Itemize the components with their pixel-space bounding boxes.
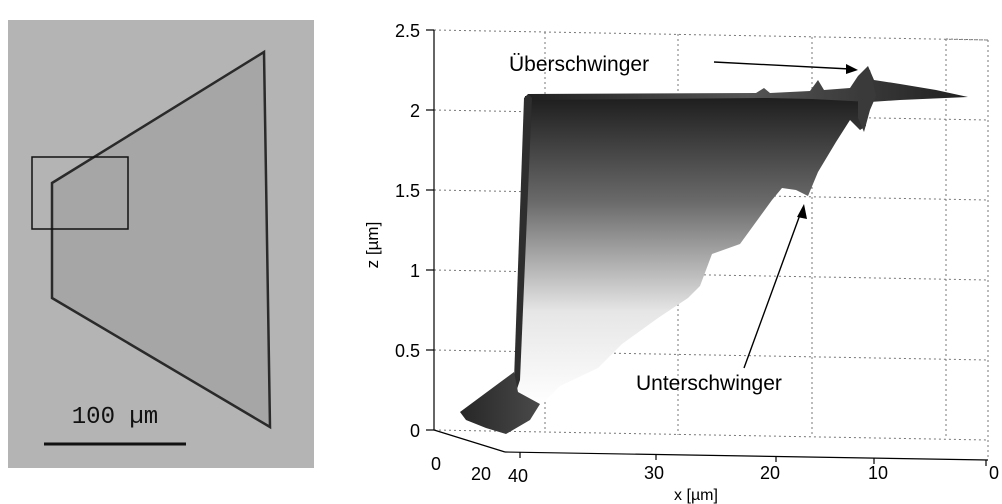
z-tick-label: 1.5 bbox=[395, 181, 420, 201]
z-tick-label: 0 bbox=[410, 421, 420, 441]
z-tick-label: 0.5 bbox=[395, 341, 420, 361]
x-tick-marks bbox=[519, 452, 987, 466]
x-tick-labels: 40 30 20 10 0 bbox=[508, 463, 999, 486]
overshoot-spike bbox=[858, 70, 876, 132]
x-tick-label: 20 bbox=[760, 463, 780, 483]
overshoot-arrow bbox=[713, 61, 851, 70]
step-front-face bbox=[514, 94, 532, 392]
undershoot-annotation: Unterschwinger bbox=[636, 372, 782, 395]
depth-tick-labels: 0 20 bbox=[431, 454, 491, 484]
x-tick-label: 0 bbox=[989, 463, 999, 483]
step-wall-surface bbox=[516, 92, 866, 406]
x-tick-label: 10 bbox=[868, 463, 888, 483]
x-axis-line bbox=[504, 451, 989, 461]
z-tick-label: 2 bbox=[410, 101, 420, 121]
scale-bar-label: 100 µm bbox=[72, 404, 158, 431]
depth-tick-label: 20 bbox=[471, 464, 491, 484]
overshoot-annotation: Überschwinger bbox=[509, 53, 649, 76]
zoom-region-box bbox=[31, 156, 129, 230]
z-tick-label: 1 bbox=[410, 261, 420, 281]
base-ramp-surface bbox=[460, 372, 540, 434]
z-tick-labels: 2.5 2 1.5 1 0.5 0 bbox=[395, 21, 420, 441]
x-tick-label: 40 bbox=[508, 466, 528, 486]
undershoot-arrow bbox=[743, 211, 802, 369]
x-tick-label: 30 bbox=[644, 463, 664, 483]
z-tick-label: 2.5 bbox=[395, 21, 420, 41]
z-tick-marks bbox=[426, 29, 434, 431]
depth-tick-label: 0 bbox=[431, 454, 441, 474]
micrograph-panel: 100 µm bbox=[8, 20, 314, 468]
z-axis-label: z [µm] bbox=[363, 222, 382, 269]
depth-axis-line bbox=[433, 429, 506, 453]
trapezoid-structure bbox=[50, 49, 272, 430]
overshoot-arrowhead bbox=[846, 64, 858, 74]
surface-plot-panel: 2.5 2 1.5 1 0.5 0 z [µm] Überschwinger U… bbox=[363, 21, 999, 504]
undershoot-arrowhead bbox=[797, 204, 807, 219]
x-axis-label: x [µm] bbox=[674, 487, 718, 504]
